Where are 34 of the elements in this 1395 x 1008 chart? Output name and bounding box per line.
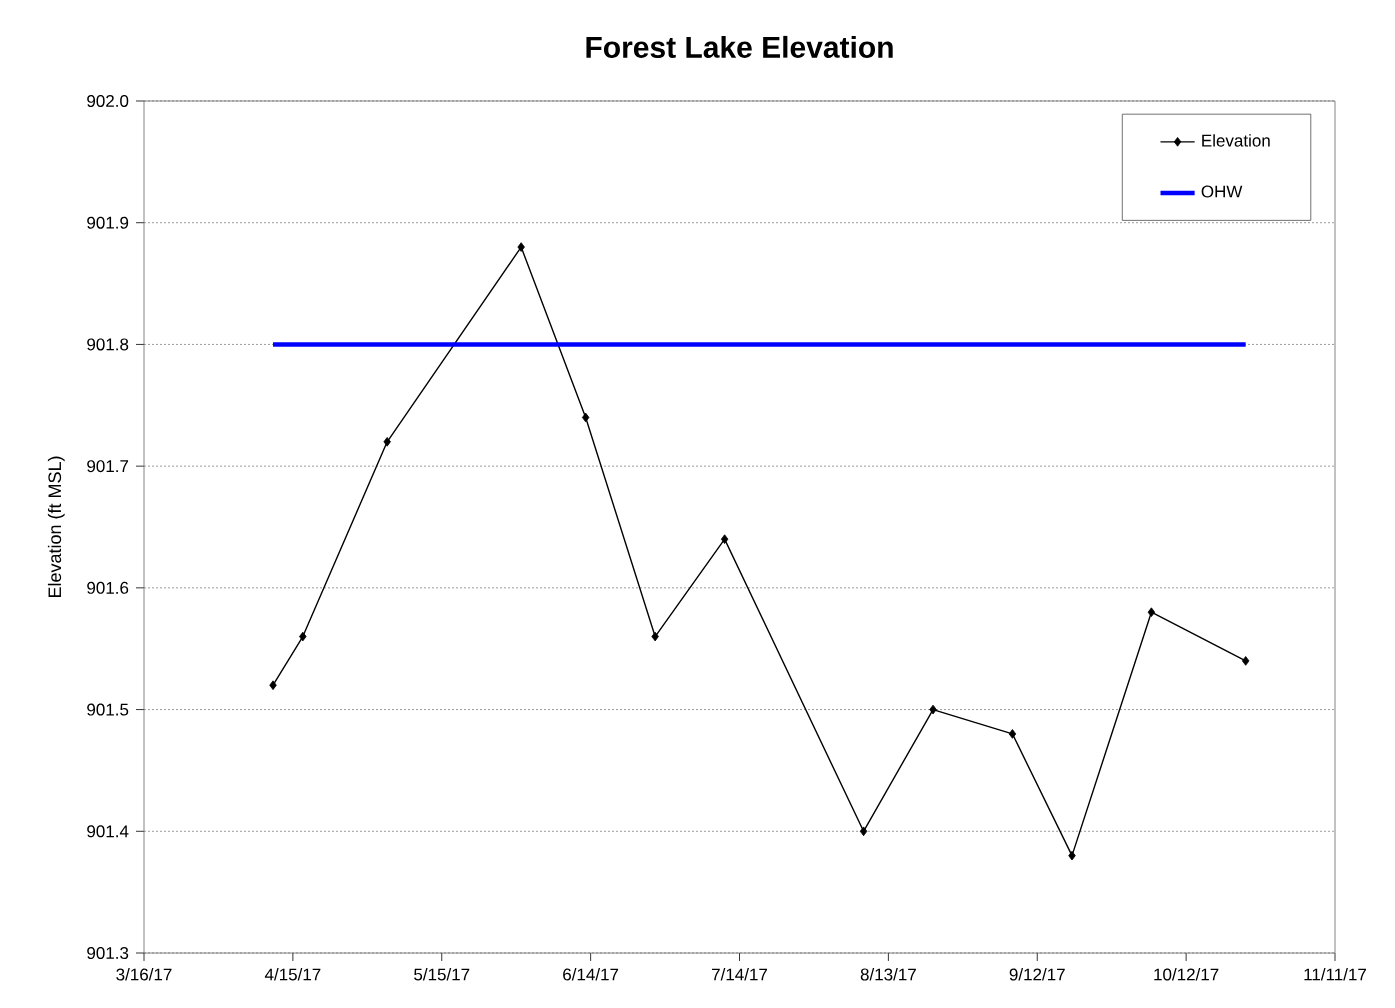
x-tick-label: 10/12/17 <box>1154 968 1219 981</box>
point <box>1241 656 1250 666</box>
point <box>269 680 277 691</box>
y-tick-label: 901.3 <box>87 947 129 960</box>
x-tick-label: 11/11/17 <box>1304 968 1366 981</box>
point <box>581 412 590 423</box>
y-tick-label: 901.4 <box>87 825 129 838</box>
x-tick-label: 4/15/17 <box>264 968 321 981</box>
x-tick-label: 5/15/17 <box>414 968 470 981</box>
y-tick-label: 901.9 <box>87 216 129 229</box>
point <box>720 534 729 544</box>
legend-label: OHW <box>1201 185 1243 198</box>
x-tick-label: 9/12/17 <box>1009 968 1065 981</box>
point <box>651 631 659 642</box>
y-tick-label: 901.6 <box>87 581 129 594</box>
point <box>1147 607 1156 617</box>
x-tick-label: 8/13/17 <box>860 968 916 981</box>
y-tick-label: 901.5 <box>87 703 129 716</box>
y-tick-label: 901.8 <box>87 338 129 351</box>
point <box>859 826 868 837</box>
point <box>517 242 525 252</box>
point <box>383 437 391 447</box>
y-tick-label: 902.0 <box>87 94 129 108</box>
point <box>1008 729 1017 739</box>
point <box>929 704 937 715</box>
x-tick-label: 3/16/17 <box>116 968 172 981</box>
point <box>299 631 307 642</box>
legend-label: Elevation <box>1202 134 1270 147</box>
point <box>1068 850 1076 861</box>
x-tick-label: 6/14/17 <box>563 968 619 981</box>
x-tick-label: 7/14/17 <box>712 968 767 981</box>
y-axis-title: Elevation (ft MSL) <box>47 456 65 598</box>
chart-title: Forest Lake Elevation <box>586 35 893 58</box>
y-tick-label: 901.7 <box>87 460 129 473</box>
